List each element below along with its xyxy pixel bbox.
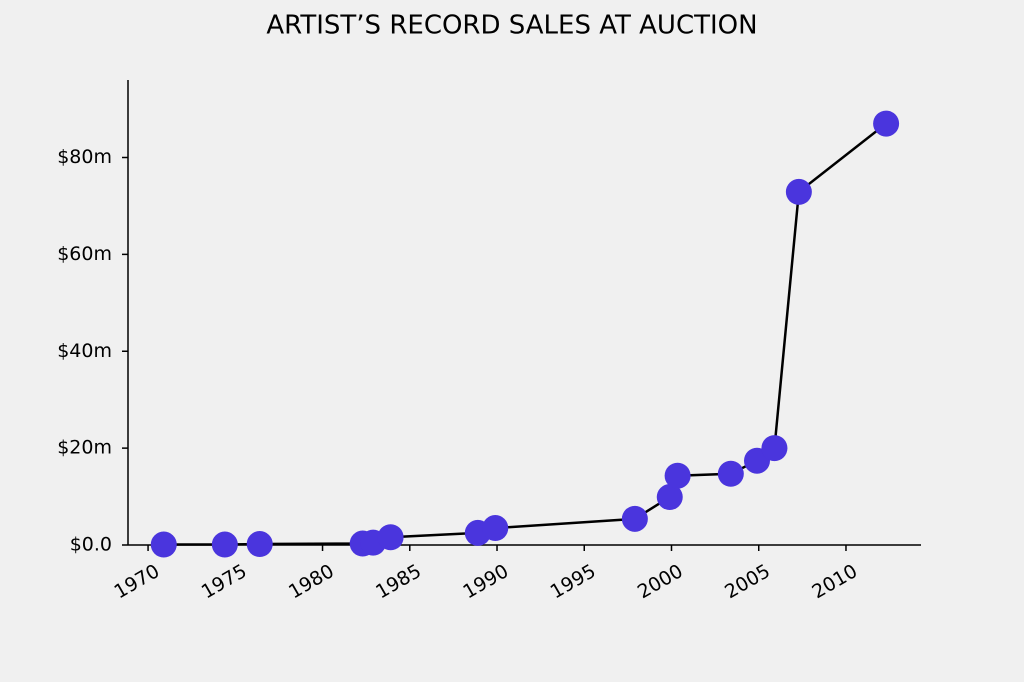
data-point xyxy=(211,531,238,558)
data-point xyxy=(621,505,648,532)
data-point xyxy=(656,484,683,511)
y-tick-label: $80m xyxy=(57,146,112,168)
data-point xyxy=(873,110,900,137)
data-point xyxy=(482,515,509,542)
y-tick-label: $20m xyxy=(57,437,112,459)
y-tick-label: $0.0 xyxy=(70,534,112,556)
data-point xyxy=(717,460,744,487)
y-tick-label: $40m xyxy=(57,340,112,362)
data-point xyxy=(785,178,812,205)
y-tick-label: $60m xyxy=(57,243,112,265)
data-point xyxy=(761,435,788,462)
data-point xyxy=(246,531,273,558)
data-point xyxy=(150,531,177,558)
data-point xyxy=(664,462,691,489)
data-point xyxy=(377,524,404,551)
chart-title: ARTIST’S RECORD SALES AT AUCTION xyxy=(266,11,757,41)
